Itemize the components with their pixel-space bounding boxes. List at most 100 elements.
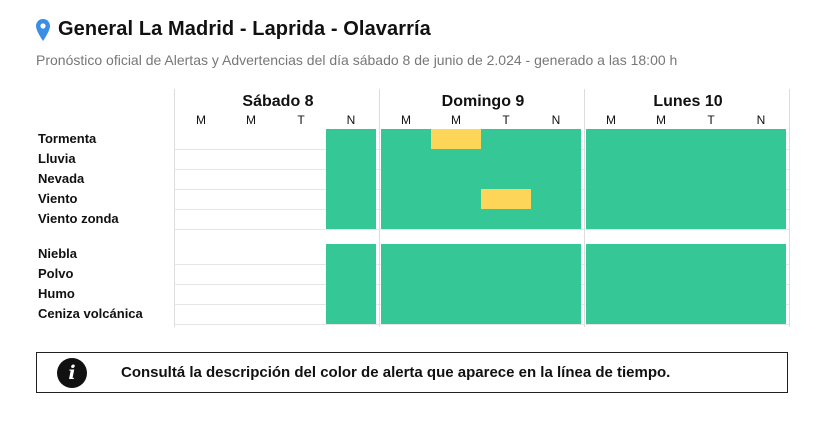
alert-cell [481, 264, 531, 284]
alert-cell [276, 284, 326, 304]
alert-cell [381, 129, 431, 149]
row-label-viento: Viento [38, 191, 78, 206]
alert-cell [381, 169, 431, 189]
alert-cell [226, 284, 276, 304]
alert-cell [736, 169, 786, 189]
slot-label: M [451, 113, 461, 127]
alert-cell [381, 284, 431, 304]
slot-label: M [656, 113, 666, 127]
slot-label: T [297, 113, 305, 127]
alert-cell [531, 169, 581, 189]
alert-cell [686, 129, 736, 149]
alert-cell [226, 189, 276, 209]
alert-cell [176, 304, 226, 324]
alert-cell [636, 209, 686, 229]
alert-cell [686, 209, 736, 229]
slot-label: T [707, 113, 715, 127]
alert-cell [586, 264, 636, 284]
alert-cell [636, 169, 686, 189]
alert-cell [531, 284, 581, 304]
title-row: General La Madrid - Laprida - Olavarría [36, 18, 431, 41]
alert-cell [636, 264, 686, 284]
row-label-humo: Humo [38, 286, 75, 301]
alert-cell [736, 284, 786, 304]
day-header: Sábado 8 [242, 93, 314, 110]
alert-cell [736, 129, 786, 149]
alert-cell [481, 284, 531, 304]
alert-cell [176, 284, 226, 304]
row-label-nevada: Nevada [38, 171, 85, 186]
alert-cell [381, 264, 431, 284]
alert-cell [381, 244, 431, 264]
alert-cell [326, 284, 376, 304]
alert-cell [531, 149, 581, 169]
alert-cell [226, 244, 276, 264]
alert-cell [276, 209, 326, 229]
day-separator [584, 89, 585, 327]
alert-cell [736, 264, 786, 284]
info-banner: i Consultá la descripción del color de a… [36, 352, 788, 393]
page-subtitle: Pronóstico oficial de Alertas y Adverten… [36, 52, 678, 68]
alert-cell [481, 189, 531, 209]
alert-cell [686, 169, 736, 189]
alert-cell [431, 149, 481, 169]
alert-cell [326, 209, 376, 229]
alert-cell [586, 209, 636, 229]
alert-cell [176, 244, 226, 264]
alert-cell [431, 189, 481, 209]
row-label-polvo: Polvo [38, 266, 74, 281]
alert-cell [381, 304, 431, 324]
alert-cell [636, 189, 686, 209]
page-title: General La Madrid - Laprida - Olavarría [58, 18, 431, 40]
row-label-niebla: Niebla [38, 246, 78, 261]
alert-cell [531, 129, 581, 149]
alert-cell [586, 169, 636, 189]
alert-cell [431, 244, 481, 264]
alert-cell [531, 264, 581, 284]
alert-cell [531, 304, 581, 324]
alert-cell [736, 209, 786, 229]
row-label-lluvia: Lluvia [38, 151, 76, 166]
row-divider [174, 324, 789, 325]
alert-cell [431, 169, 481, 189]
alert-cell [586, 129, 636, 149]
alert-cell [431, 129, 481, 149]
alert-cell [381, 149, 431, 169]
alert-cell [531, 189, 581, 209]
alert-cell [636, 304, 686, 324]
alert-cell [276, 169, 326, 189]
alert-cell [326, 129, 376, 149]
alert-timeline-grid: Sábado 8 M M T N Domingo 9 M M T N Lunes 10 M M T N Tor… [36, 89, 790, 327]
alert-cell [531, 244, 581, 264]
alert-cell [326, 169, 376, 189]
alert-cell [636, 149, 686, 169]
alert-cell [686, 189, 736, 209]
alert-cell [381, 209, 431, 229]
slot-label: N [756, 113, 766, 127]
alert-cell [586, 244, 636, 264]
alert-cell [531, 209, 581, 229]
alert-cell [481, 304, 531, 324]
alert-cell [686, 149, 736, 169]
alert-cell [226, 149, 276, 169]
alert-cell [431, 304, 481, 324]
day-separator [174, 89, 175, 327]
alert-cell [276, 304, 326, 324]
alert-cell [481, 129, 531, 149]
alert-cell [326, 264, 376, 284]
alert-cell [736, 304, 786, 324]
alert-cell [686, 284, 736, 304]
alert-cell [431, 209, 481, 229]
alert-cell [431, 264, 481, 284]
alert-cell [586, 189, 636, 209]
alert-cell [176, 209, 226, 229]
alert-cell [176, 149, 226, 169]
slot-label: M [196, 113, 206, 127]
alert-cell [636, 244, 686, 264]
alert-cell [586, 149, 636, 169]
slot-label: M [401, 113, 411, 127]
alert-cell [176, 189, 226, 209]
slot-label: N [551, 113, 561, 127]
info-icon: i [57, 357, 87, 388]
alert-cell [276, 244, 326, 264]
